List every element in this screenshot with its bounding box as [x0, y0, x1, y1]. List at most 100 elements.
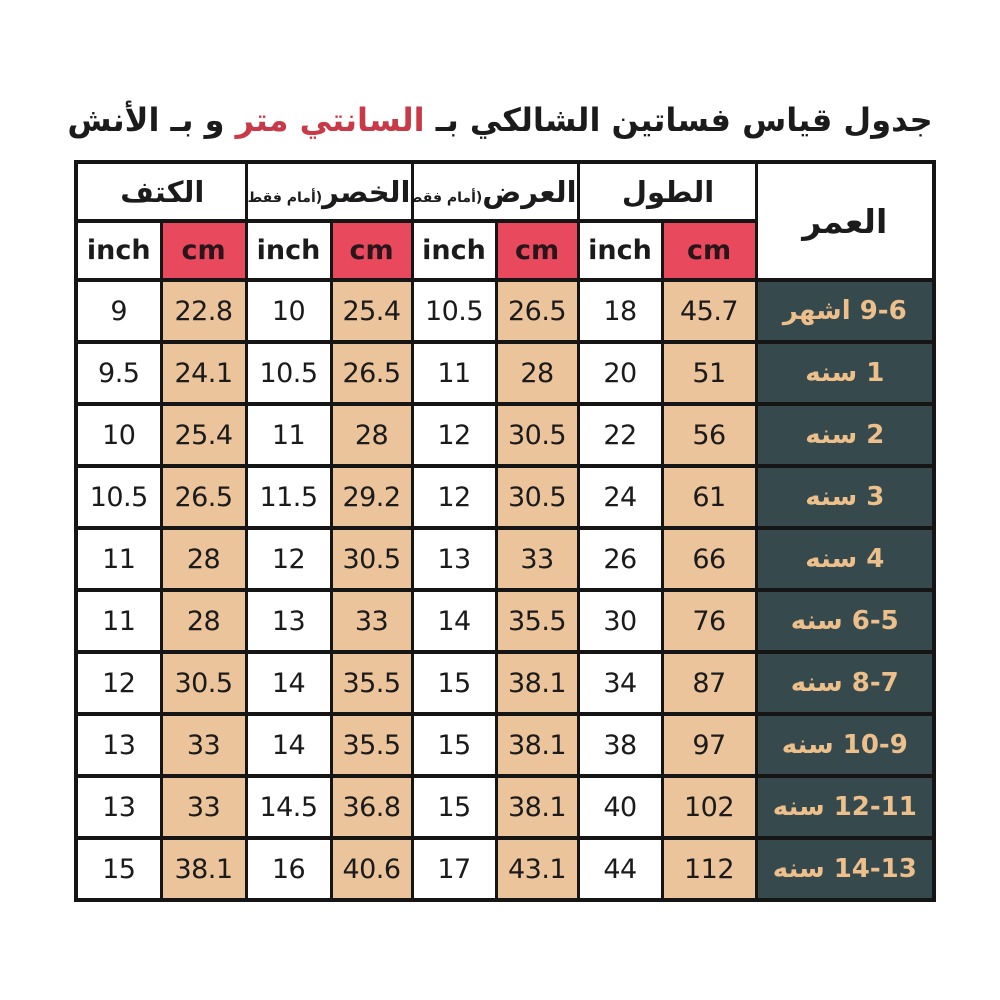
length-cm-cell: 61	[660, 464, 758, 530]
length-cm-cell: 45.7	[660, 278, 758, 344]
width-cm-cell: 38.1	[494, 712, 580, 778]
table-row: 6-5 سنه 76 30 35.5 14 33 13 28 11	[74, 588, 936, 654]
length-cm-cell: 112	[660, 836, 758, 902]
waist-cm-cell: 36.8	[329, 774, 414, 840]
unit-header-inch-length: inch	[576, 219, 664, 282]
unit-header-cm-length: cm	[660, 219, 758, 282]
width-cm-cell: 26.5	[494, 278, 580, 344]
waist-cm-cell: 33	[329, 588, 414, 654]
width-cm-cell: 43.1	[494, 836, 580, 902]
length-inch-cell: 24	[576, 464, 664, 530]
shoulder-inch-cell: 12	[74, 650, 163, 716]
column-header-waist: الخصر(أمام فقط)	[244, 160, 414, 223]
waist-inch-cell: 14	[244, 650, 333, 716]
age-cell: 3 سنه	[754, 464, 936, 530]
shoulder-inch-cell: 11	[74, 526, 163, 592]
shoulder-inch-cell: 11	[74, 588, 163, 654]
waist-cm-cell: 25.4	[329, 278, 414, 344]
header-names-row: العمر الطول العرض(أمام فقط) الخصر(أمام ف…	[74, 160, 936, 282]
width-cm-cell: 38.1	[494, 650, 580, 716]
length-inch-cell: 44	[576, 836, 664, 902]
width-cm-cell: 30.5	[494, 464, 580, 530]
waist-inch-cell: 11.5	[244, 464, 333, 530]
length-cm-cell: 51	[660, 340, 758, 406]
column-header-length: الطول	[576, 160, 758, 223]
width-inch-cell: 15	[410, 774, 498, 840]
shoulder-cm-cell: 28	[159, 588, 248, 654]
shoulder-inch-cell: 13	[74, 712, 163, 778]
width-label: العرض	[482, 174, 577, 209]
table-row: 12-11 سنه 102 40 38.1 15 36.8 14.5 33 13	[74, 774, 936, 840]
column-header-shoulder: الكتف	[74, 160, 248, 223]
waist-inch-cell: 11	[244, 402, 333, 468]
column-header-width: العرض(أمام فقط)	[410, 160, 580, 223]
width-cm-cell: 38.1	[494, 774, 580, 840]
unit-header-inch-shoulder: inch	[74, 219, 163, 282]
shoulder-cm-cell: 22.8	[159, 278, 248, 344]
length-inch-cell: 34	[576, 650, 664, 716]
waist-cm-cell: 40.6	[329, 836, 414, 902]
width-inch-cell: 15	[410, 712, 498, 778]
length-inch-cell: 38	[576, 712, 664, 778]
length-inch-cell: 30	[576, 588, 664, 654]
shoulder-inch-cell: 9	[74, 278, 163, 344]
shoulder-cm-cell: 38.1	[159, 836, 248, 902]
unit-header-inch-width: inch	[410, 219, 498, 282]
age-cell: 12-11 سنه	[754, 774, 936, 840]
title-suffix: و بـ الأنش	[67, 101, 236, 140]
width-inch-cell: 12	[410, 464, 498, 530]
width-cm-cell: 33	[494, 526, 580, 592]
length-inch-cell: 26	[576, 526, 664, 592]
table-row: 3 سنه 61 24 30.5 12 29.2 11.5 26.5 10.5	[74, 464, 936, 530]
age-cell: 10-9 سنه	[754, 712, 936, 778]
length-inch-cell: 22	[576, 402, 664, 468]
length-cm-cell: 66	[660, 526, 758, 592]
table-row: 10-9 سنه 97 38 38.1 15 35.5 14 33 13	[74, 712, 936, 778]
unit-header-cm-waist: cm	[329, 219, 414, 282]
title-highlight: السانتي متر	[235, 101, 425, 140]
shoulder-cm-cell: 28	[159, 526, 248, 592]
length-cm-cell: 102	[660, 774, 758, 840]
shoulder-inch-cell: 13	[74, 774, 163, 840]
unit-header-inch-waist: inch	[244, 219, 333, 282]
shoulder-inch-cell: 10	[74, 402, 163, 468]
width-inch-cell: 15	[410, 650, 498, 716]
width-cm-cell: 28	[494, 340, 580, 406]
age-cell: 1 سنه	[754, 340, 936, 406]
shoulder-cm-cell: 33	[159, 774, 248, 840]
shoulder-inch-cell: 9.5	[74, 340, 163, 406]
column-header-age: العمر	[754, 160, 936, 282]
table-row: 9-6 اشهر 45.7 18 26.5 10.5 25.4 10 22.8 …	[74, 278, 936, 344]
title-prefix: جدول قياس فساتين الشالكي بـ	[424, 101, 933, 140]
length-inch-cell: 20	[576, 340, 664, 406]
waist-inch-cell: 10	[244, 278, 333, 344]
width-inch-cell: 10.5	[410, 278, 498, 344]
length-cm-cell: 97	[660, 712, 758, 778]
age-cell: 4 سنه	[754, 526, 936, 592]
shoulder-cm-cell: 26.5	[159, 464, 248, 530]
length-inch-cell: 18	[576, 278, 664, 344]
waist-inch-cell: 10.5	[244, 340, 333, 406]
table-row: 1 سنه 51 20 28 11 26.5 10.5 24.1 9.5	[74, 340, 936, 406]
width-note: (أمام فقط)	[415, 189, 483, 206]
table-row: 14-13 سنه 112 44 43.1 17 40.6 16 38.1 15	[74, 836, 936, 902]
shoulder-inch-cell: 10.5	[74, 464, 163, 530]
unit-header-cm-width: cm	[494, 219, 580, 282]
waist-cm-cell: 30.5	[329, 526, 414, 592]
waist-cm-cell: 35.5	[329, 650, 414, 716]
waist-label: الخصر	[322, 174, 411, 209]
shoulder-inch-cell: 15	[74, 836, 163, 902]
header-units-row: cm inch cm inch cm inch cm inch	[74, 219, 934, 282]
waist-note: (أمام فقط)	[246, 189, 323, 206]
waist-cm-cell: 26.5	[329, 340, 414, 406]
width-inch-cell: 14	[410, 588, 498, 654]
length-inch-cell: 40	[576, 774, 664, 840]
unit-header-cm-shoulder: cm	[159, 219, 248, 282]
age-cell: 6-5 سنه	[754, 588, 936, 654]
length-cm-cell: 87	[660, 650, 758, 716]
waist-inch-cell: 12	[244, 526, 333, 592]
waist-inch-cell: 13	[244, 588, 333, 654]
shoulder-cm-cell: 30.5	[159, 650, 248, 716]
width-inch-cell: 17	[410, 836, 498, 902]
width-inch-cell: 13	[410, 526, 498, 592]
